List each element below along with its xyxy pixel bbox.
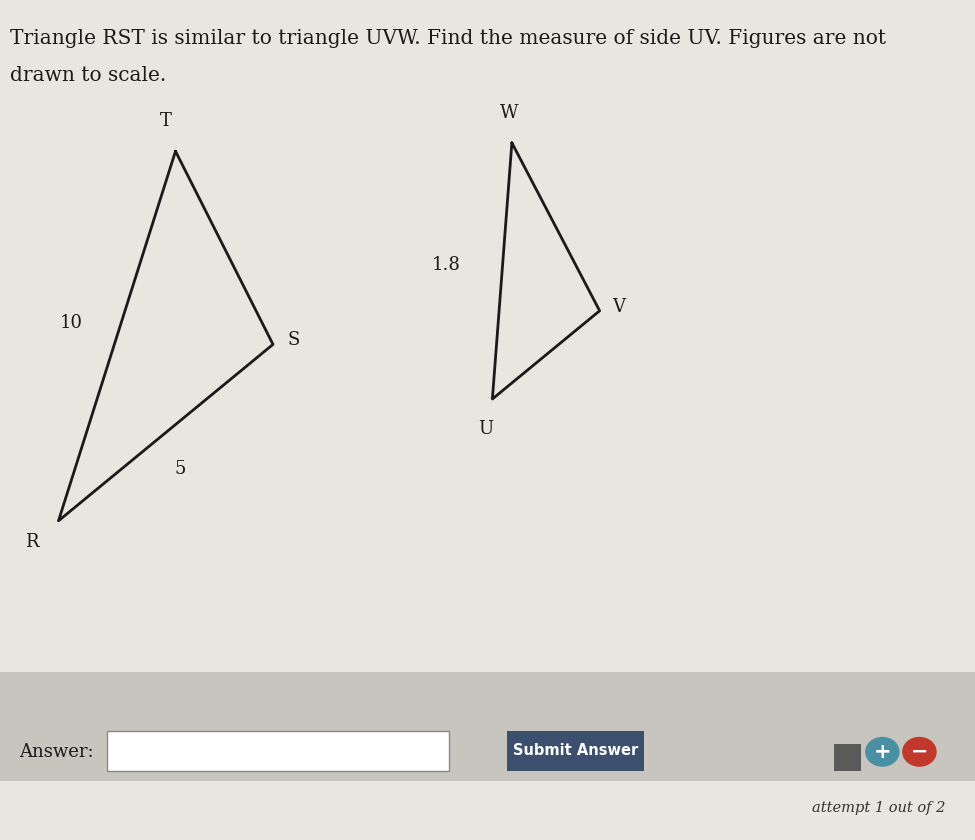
Text: 1.8: 1.8 xyxy=(431,255,460,274)
Bar xyxy=(834,744,861,771)
Text: Submit Answer: Submit Answer xyxy=(513,743,638,759)
Text: Triangle RST is similar to triangle UVW. Find the measure of side UV. Figures ar: Triangle RST is similar to triangle UVW.… xyxy=(10,29,886,49)
Text: 5: 5 xyxy=(175,460,186,478)
Circle shape xyxy=(866,738,899,766)
Text: W: W xyxy=(500,104,518,122)
Text: V: V xyxy=(612,297,625,316)
Text: Answer:: Answer: xyxy=(20,743,95,761)
Bar xyxy=(107,731,449,771)
Text: −: − xyxy=(911,742,928,762)
Bar xyxy=(507,731,644,771)
Text: +: + xyxy=(874,742,891,762)
Text: T: T xyxy=(160,113,172,130)
Text: U: U xyxy=(478,420,493,438)
Text: R: R xyxy=(25,533,39,551)
Text: S: S xyxy=(288,331,300,349)
Text: attempt 1 out of 2: attempt 1 out of 2 xyxy=(812,801,946,815)
Text: drawn to scale.: drawn to scale. xyxy=(10,66,166,85)
Bar xyxy=(0,672,975,781)
Circle shape xyxy=(903,738,936,766)
Text: 10: 10 xyxy=(59,314,83,333)
